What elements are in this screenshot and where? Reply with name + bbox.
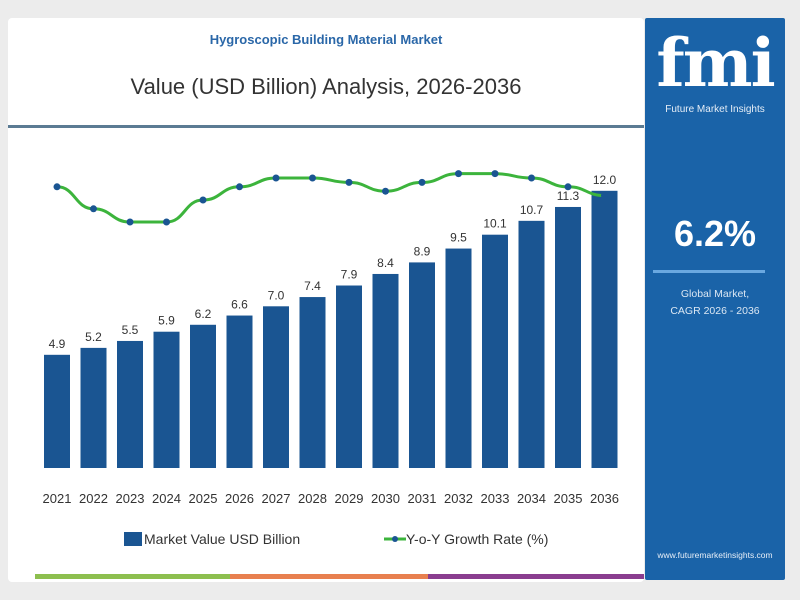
- x-tick-label: 2035: [554, 491, 583, 506]
- growth-point-2036: [601, 192, 608, 200]
- growth-point-2035: [564, 183, 572, 191]
- x-tick-label: 2021: [43, 491, 72, 506]
- cagr-value: 6.2%: [673, 213, 757, 254]
- fmi-logo: fmi: [656, 24, 775, 102]
- footer-strip-green: [35, 574, 230, 579]
- x-tick-label: 2032: [444, 491, 473, 506]
- growth-point-2028: [309, 174, 316, 182]
- cagr-label-line-2: CAGR 2026 - 2036: [670, 305, 760, 317]
- bar-value-label: 7.0: [268, 288, 285, 302]
- bar-2025: [190, 324, 216, 468]
- x-tick-label: 2034: [517, 491, 546, 506]
- growth-rate-line: [56, 172, 605, 224]
- bar-value-label: 5.5: [122, 323, 139, 337]
- legend-item-growth-rate: Y-o-Y Growth Rate (%): [384, 531, 548, 547]
- bar-2026: [226, 315, 253, 468]
- growth-point-2024: [163, 218, 170, 226]
- legend-label: Y-o-Y Growth Rate (%): [406, 531, 549, 547]
- bar-value-label: 8.9: [414, 244, 431, 258]
- bar-2029: [336, 285, 362, 468]
- bar-2023: [117, 340, 143, 468]
- panel-divider: [653, 270, 765, 273]
- x-tick-label: 2024: [152, 491, 181, 506]
- bar-value-label: 5.2: [85, 330, 102, 344]
- bar-2034: [518, 220, 545, 468]
- growth-point-2032: [455, 170, 462, 178]
- bar-value-label: 5.9: [158, 314, 175, 328]
- x-tick-label: 2026: [225, 491, 254, 506]
- bar-value-label: 7.4: [304, 279, 321, 293]
- bar-value-label: 11.3: [557, 189, 580, 203]
- x-tick-label: 2025: [189, 491, 218, 506]
- bar-value-label: 10.1: [483, 217, 507, 231]
- bar-2036: [591, 190, 618, 469]
- growth-point-2031: [418, 178, 426, 186]
- growth-point-2030: [382, 187, 389, 195]
- x-tick-label: 2033: [481, 491, 510, 506]
- footer-strip-orange: [230, 574, 428, 579]
- bar-value-label: 10.7: [520, 203, 544, 217]
- chart-plot: 4.9 2021 5.2 2022 5.5 2023 5.9 2024 6.2 2025 6.6 20…: [43, 170, 619, 506]
- x-tick-label: 2027: [262, 491, 291, 506]
- bar-value-label: 8.4: [377, 256, 394, 270]
- legend-line-marker-icon: [384, 536, 406, 542]
- bar-2030: [372, 273, 399, 468]
- chart-title: Value (USD Billion) Analysis, 2026-2036: [130, 74, 522, 99]
- x-tick-label: 2022: [79, 491, 108, 506]
- website-link[interactable]: www.futuremarketinsights.com: [657, 550, 773, 560]
- bar-value-label: 7.9: [341, 268, 358, 282]
- cagr-label: Global Market, CAGR 2026 - 2036: [645, 286, 785, 320]
- growth-point-2027: [272, 174, 280, 182]
- growth-point-2025: [199, 196, 207, 204]
- bar-value-label: 6.2: [195, 307, 212, 321]
- x-tick-label: 2031: [408, 491, 437, 506]
- x-tick-label: 2036: [590, 491, 619, 506]
- bar-2028: [299, 297, 326, 468]
- bar-value-label: 6.6: [231, 298, 248, 312]
- bar-2035: [555, 206, 581, 468]
- x-tick-label: 2023: [116, 491, 145, 506]
- growth-point-2026: [236, 183, 243, 191]
- bar-2032: [445, 248, 472, 468]
- header-divider: [8, 125, 644, 128]
- footer-strip-purple: [428, 574, 644, 579]
- bar-2027: [263, 306, 289, 468]
- growth-point-2029: [345, 178, 353, 186]
- growth-point-2022: [90, 205, 97, 213]
- growth-point-2033: [491, 170, 499, 178]
- legend-swatch-bar: [124, 532, 142, 546]
- growth-point-2034: [528, 174, 535, 182]
- growth-point-2023: [126, 218, 134, 226]
- logo-subtitle: Future Market Insights: [665, 104, 765, 115]
- growth-point-2021: [53, 183, 61, 191]
- bar-value-label: 4.9: [49, 337, 66, 351]
- bar-value-label: 9.5: [450, 231, 467, 245]
- legend-label: Market Value USD Billion: [144, 531, 301, 547]
- bar-value-label: 12.0: [593, 173, 617, 187]
- legend-item-market-value: Market Value USD Billion: [124, 531, 300, 547]
- bar-2031: [409, 262, 435, 468]
- bar-2021: [44, 354, 70, 468]
- x-tick-label: 2029: [335, 491, 364, 506]
- bar-2022: [80, 347, 107, 468]
- cagr-label-line-1: Global Market,: [680, 288, 750, 300]
- x-tick-label: 2030: [371, 491, 400, 506]
- x-tick-label: 2028: [298, 491, 327, 506]
- bar-2033: [482, 234, 508, 468]
- cagr-panel: fmi Future Market Insights 6.2% Global M…: [645, 18, 785, 580]
- bar-2024: [153, 331, 180, 468]
- chart-subtitle: Hygroscopic Building Material Market: [209, 32, 443, 47]
